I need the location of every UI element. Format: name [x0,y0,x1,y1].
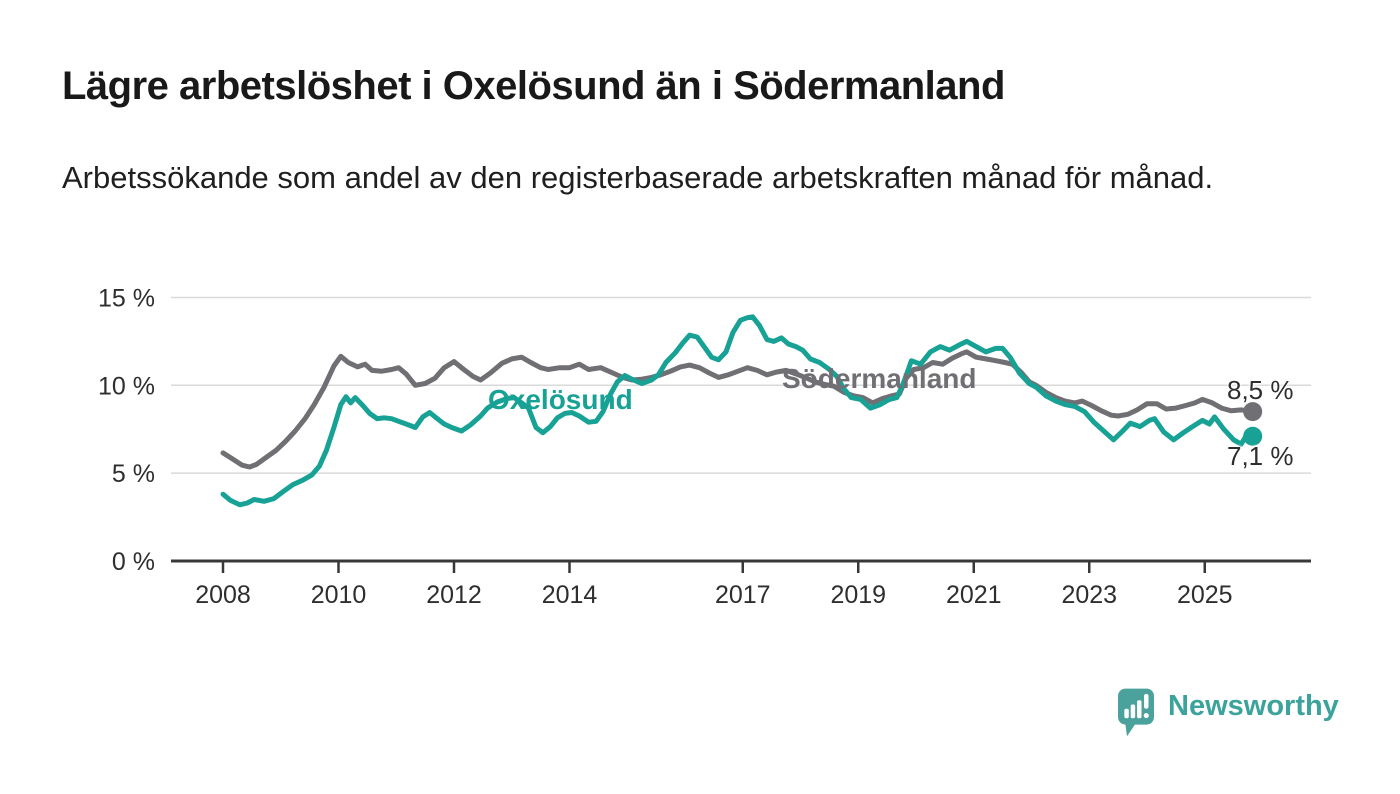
logo-speech-bubble [1118,688,1154,737]
logo-exclamation-dot [1143,713,1149,719]
y-tick-label: 10 % [98,372,155,400]
newsworthy-wordmark: Newsworthy [1168,690,1339,722]
newsworthy-logo-icon [1118,688,1154,737]
logo-bar-3 [1137,700,1142,719]
x-tick-label: 2012 [426,581,482,609]
logo-bar-1 [1124,708,1129,719]
logo-bar-2 [1130,704,1136,719]
x-tick-label: 2010 [311,581,367,609]
x-tick-label: 2021 [946,581,1002,609]
y-tick-label: 0 % [112,548,155,576]
series-label-sodermanland: Södermanland [782,363,977,394]
end-dot-oxelsund [1243,426,1263,446]
line-sdermanland [220,349,1256,470]
chart-subtitle: Arbetssökande som andel av den registerb… [62,160,1214,195]
line-oxelsund [220,314,1256,508]
logo-exclamation-stem [1144,693,1149,709]
y-tick-label: 5 % [112,460,155,488]
end-value-label-oxelosund: 7,1 % [1227,441,1294,471]
end-dot-sdermanland [1243,402,1263,422]
chart-title: Lägre arbetslöshet i Oxelösund än i Söde… [62,64,1005,108]
y-tick-label: 15 % [98,284,155,312]
x-tick-label: 2023 [1061,581,1117,609]
x-tick-label: 2014 [542,581,598,609]
x-tick-label: 2008 [195,581,251,609]
series-label-oxelosund: Oxelösund [488,384,633,415]
x-tick-label: 2017 [715,581,771,609]
x-tick-label: 2025 [1177,581,1233,609]
newsworthy-logo: Newsworthy [1118,688,1339,740]
end-value-label-sodermanland: 8,5 % [1227,375,1294,405]
x-tick-label: 2019 [830,581,886,609]
